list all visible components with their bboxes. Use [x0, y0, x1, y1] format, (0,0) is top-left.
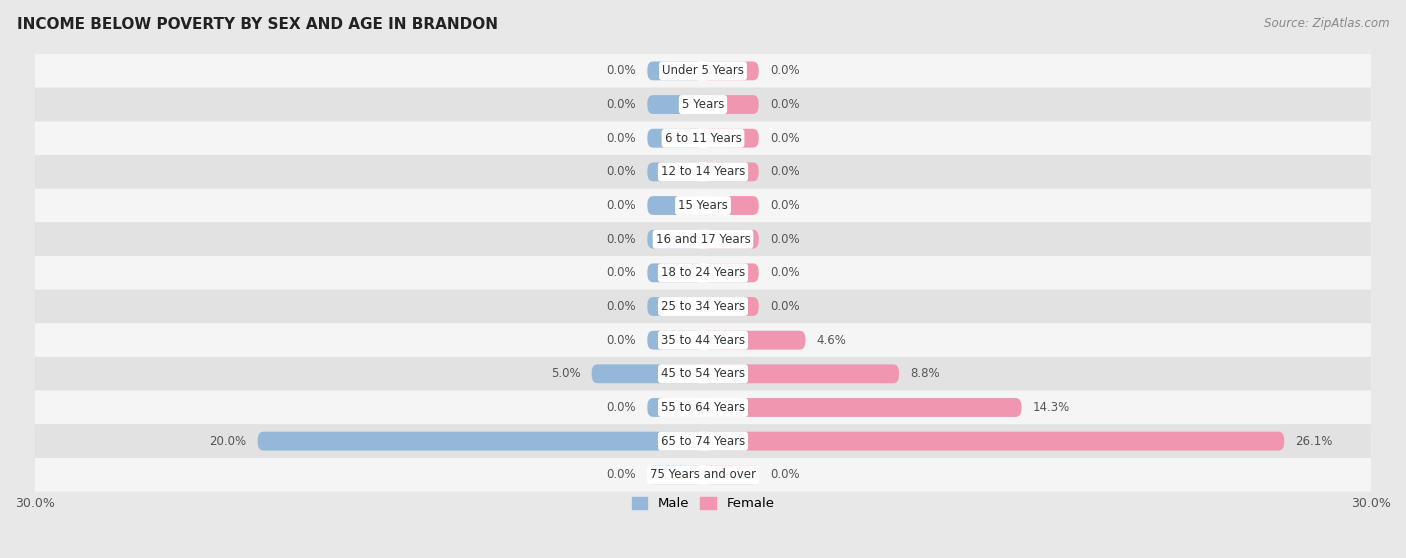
Text: 0.0%: 0.0% [606, 266, 636, 280]
FancyBboxPatch shape [257, 432, 703, 450]
Text: 6 to 11 Years: 6 to 11 Years [665, 132, 741, 145]
Text: 0.0%: 0.0% [770, 233, 800, 246]
FancyBboxPatch shape [647, 61, 703, 80]
FancyBboxPatch shape [647, 263, 703, 282]
FancyBboxPatch shape [703, 465, 759, 484]
Text: 0.0%: 0.0% [606, 468, 636, 482]
FancyBboxPatch shape [703, 398, 1021, 417]
Text: 0.0%: 0.0% [770, 132, 800, 145]
FancyBboxPatch shape [592, 364, 703, 383]
Text: 0.0%: 0.0% [606, 300, 636, 313]
Text: 4.6%: 4.6% [817, 334, 846, 347]
FancyBboxPatch shape [35, 290, 1371, 323]
Text: 0.0%: 0.0% [606, 64, 636, 78]
Text: 14.3%: 14.3% [1032, 401, 1070, 414]
FancyBboxPatch shape [703, 263, 759, 282]
FancyBboxPatch shape [647, 230, 703, 249]
Text: 55 to 64 Years: 55 to 64 Years [661, 401, 745, 414]
FancyBboxPatch shape [703, 432, 1284, 450]
Text: 0.0%: 0.0% [770, 266, 800, 280]
FancyBboxPatch shape [703, 297, 759, 316]
FancyBboxPatch shape [647, 331, 703, 349]
Text: 0.0%: 0.0% [770, 468, 800, 482]
Text: 35 to 44 Years: 35 to 44 Years [661, 334, 745, 347]
FancyBboxPatch shape [703, 331, 806, 349]
FancyBboxPatch shape [35, 256, 1371, 290]
Text: 0.0%: 0.0% [770, 165, 800, 179]
FancyBboxPatch shape [647, 129, 703, 148]
Text: 18 to 24 Years: 18 to 24 Years [661, 266, 745, 280]
Text: 20.0%: 20.0% [209, 435, 246, 448]
FancyBboxPatch shape [647, 398, 703, 417]
FancyBboxPatch shape [703, 196, 759, 215]
Text: 5 Years: 5 Years [682, 98, 724, 111]
Text: INCOME BELOW POVERTY BY SEX AND AGE IN BRANDON: INCOME BELOW POVERTY BY SEX AND AGE IN B… [17, 17, 498, 32]
Text: 0.0%: 0.0% [606, 98, 636, 111]
Text: 65 to 74 Years: 65 to 74 Years [661, 435, 745, 448]
Text: Source: ZipAtlas.com: Source: ZipAtlas.com [1264, 17, 1389, 30]
Text: 0.0%: 0.0% [606, 132, 636, 145]
Text: 12 to 14 Years: 12 to 14 Years [661, 165, 745, 179]
FancyBboxPatch shape [35, 222, 1371, 256]
Legend: Male, Female: Male, Female [626, 492, 780, 516]
Text: 25 to 34 Years: 25 to 34 Years [661, 300, 745, 313]
Text: Under 5 Years: Under 5 Years [662, 64, 744, 78]
Text: 0.0%: 0.0% [606, 401, 636, 414]
Text: 16 and 17 Years: 16 and 17 Years [655, 233, 751, 246]
FancyBboxPatch shape [703, 95, 759, 114]
Text: 0.0%: 0.0% [606, 233, 636, 246]
Text: 0.0%: 0.0% [770, 64, 800, 78]
FancyBboxPatch shape [35, 122, 1371, 155]
FancyBboxPatch shape [703, 129, 759, 148]
Text: 75 Years and over: 75 Years and over [650, 468, 756, 482]
FancyBboxPatch shape [647, 297, 703, 316]
FancyBboxPatch shape [647, 465, 703, 484]
FancyBboxPatch shape [647, 95, 703, 114]
FancyBboxPatch shape [35, 323, 1371, 357]
Text: 0.0%: 0.0% [770, 199, 800, 212]
Text: 0.0%: 0.0% [770, 300, 800, 313]
FancyBboxPatch shape [647, 196, 703, 215]
Text: 8.8%: 8.8% [910, 367, 939, 381]
FancyBboxPatch shape [35, 155, 1371, 189]
FancyBboxPatch shape [35, 357, 1371, 391]
Text: 0.0%: 0.0% [770, 98, 800, 111]
FancyBboxPatch shape [35, 88, 1371, 122]
FancyBboxPatch shape [703, 230, 759, 249]
FancyBboxPatch shape [703, 364, 898, 383]
FancyBboxPatch shape [35, 54, 1371, 88]
FancyBboxPatch shape [703, 61, 759, 80]
Text: 5.0%: 5.0% [551, 367, 581, 381]
Text: 0.0%: 0.0% [606, 334, 636, 347]
Text: 0.0%: 0.0% [606, 199, 636, 212]
Text: 0.0%: 0.0% [606, 165, 636, 179]
FancyBboxPatch shape [35, 391, 1371, 424]
Text: 26.1%: 26.1% [1295, 435, 1333, 448]
FancyBboxPatch shape [35, 424, 1371, 458]
FancyBboxPatch shape [647, 162, 703, 181]
Text: 45 to 54 Years: 45 to 54 Years [661, 367, 745, 381]
Text: 15 Years: 15 Years [678, 199, 728, 212]
FancyBboxPatch shape [703, 162, 759, 181]
FancyBboxPatch shape [35, 458, 1371, 492]
FancyBboxPatch shape [35, 189, 1371, 222]
